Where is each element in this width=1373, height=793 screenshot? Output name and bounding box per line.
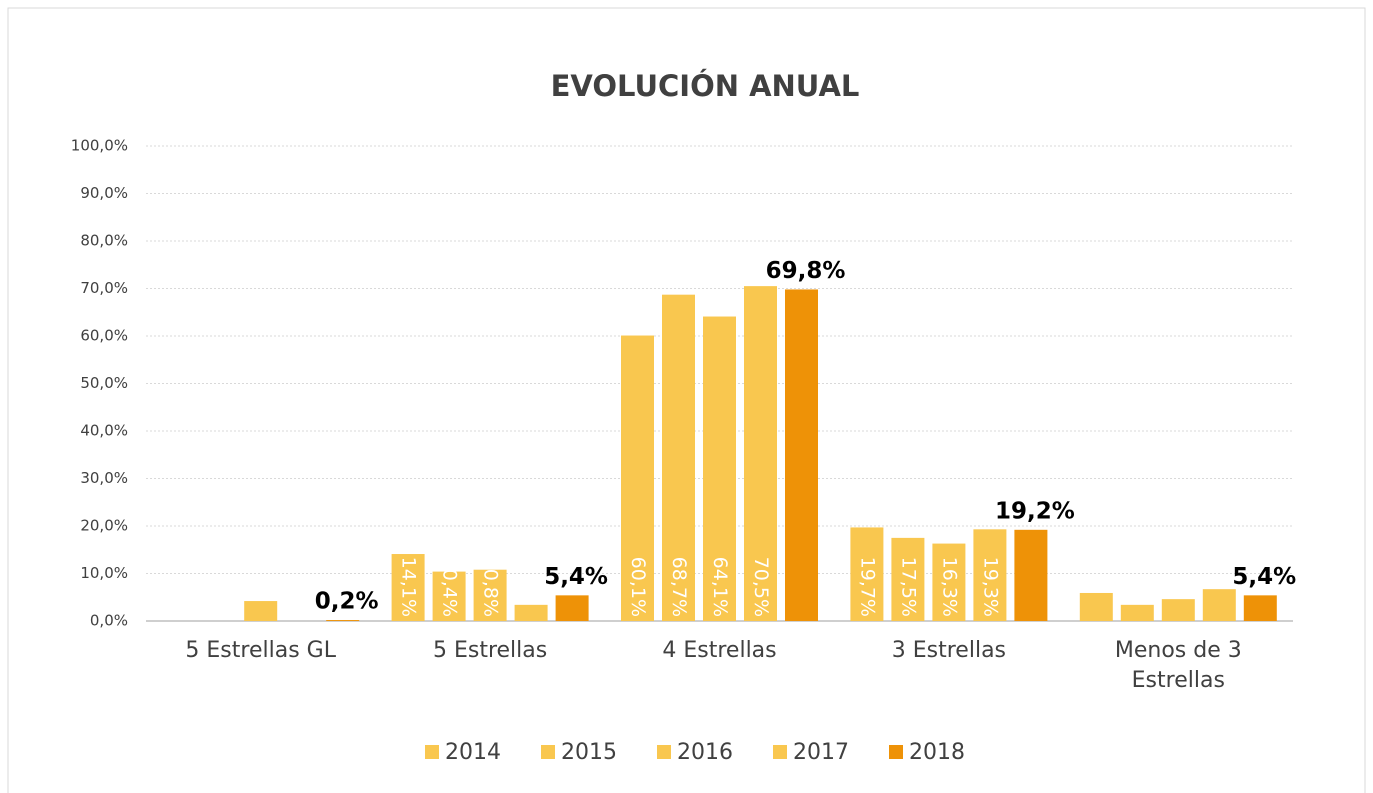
legend-label: 2016 [677,740,733,765]
y-tick-label: 70,0% [80,279,128,297]
y-tick-label: 10,0% [80,564,128,582]
data-label: 19,7% [856,557,878,617]
y-tick-label: 60,0% [80,327,128,345]
bar [1079,592,1113,621]
bar [621,335,654,621]
data-label: 19,3% [979,557,1001,617]
y-tick-label: 30,0% [80,469,128,487]
bar [973,529,1007,621]
bar [850,527,884,621]
bar [432,571,466,621]
x-tick-label: 3 Estrellas [891,638,1007,663]
y-tick-label: 40,0% [80,422,128,440]
data-label: 14,1% [398,557,420,617]
bar [1014,529,1048,621]
bar [555,595,589,621]
legend-label: 2018 [909,740,965,765]
legend-label: 2015 [561,740,617,765]
data-label: 5,4% [544,564,608,590]
legend-swatch [657,745,671,759]
data-label: 0,2% [315,589,379,615]
bar [514,604,548,621]
legend-label: 2017 [793,740,849,765]
bar [744,286,777,621]
x-tick-label: Menos de 3 Estrellas [1114,638,1242,693]
bar [891,537,925,621]
legend-swatch [425,745,439,759]
data-label: 16,3% [938,557,960,617]
y-tick-label: 100,0% [71,137,128,155]
y-tick-label: 80,0% [80,232,128,250]
bar [785,289,818,621]
data-label: 19,2% [995,498,1075,524]
bar [391,554,425,621]
legend-swatch [773,745,787,759]
y-tick-label: 0,0% [90,612,128,630]
bar [1243,595,1277,621]
bar [473,569,507,621]
data-label: 70,5% [750,557,772,617]
data-label: 64,1% [709,557,731,617]
data-label: 17,5% [897,557,919,617]
bar [1202,589,1236,621]
x-tick-label: 4 Estrellas [662,638,777,663]
legend-swatch [889,745,903,759]
legend-label: 2014 [445,740,501,765]
data-label: 69,8% [766,258,846,284]
x-tick-label: 5 Estrellas GL [185,638,336,663]
data-label: 10,8% [480,557,502,617]
x-tick-label: 5 Estrellas [432,638,548,663]
chart-border [7,7,1366,793]
bar [244,601,278,621]
y-tick-label: 90,0% [80,184,128,202]
data-label: 68,7% [668,557,690,617]
legend-swatch [541,745,555,759]
bar [703,316,736,621]
data-label: 5,4% [1232,564,1296,590]
y-tick-label: 50,0% [80,374,128,392]
data-label: 10,4% [439,557,461,617]
data-label: 60,1% [627,557,649,617]
bar [326,620,360,621]
bar [932,543,966,621]
bar [662,294,695,621]
y-tick-label: 20,0% [80,517,128,535]
chart-title: EVOLUCIÓN ANUAL [551,69,860,103]
bar [1161,599,1195,621]
bar [1120,604,1154,621]
